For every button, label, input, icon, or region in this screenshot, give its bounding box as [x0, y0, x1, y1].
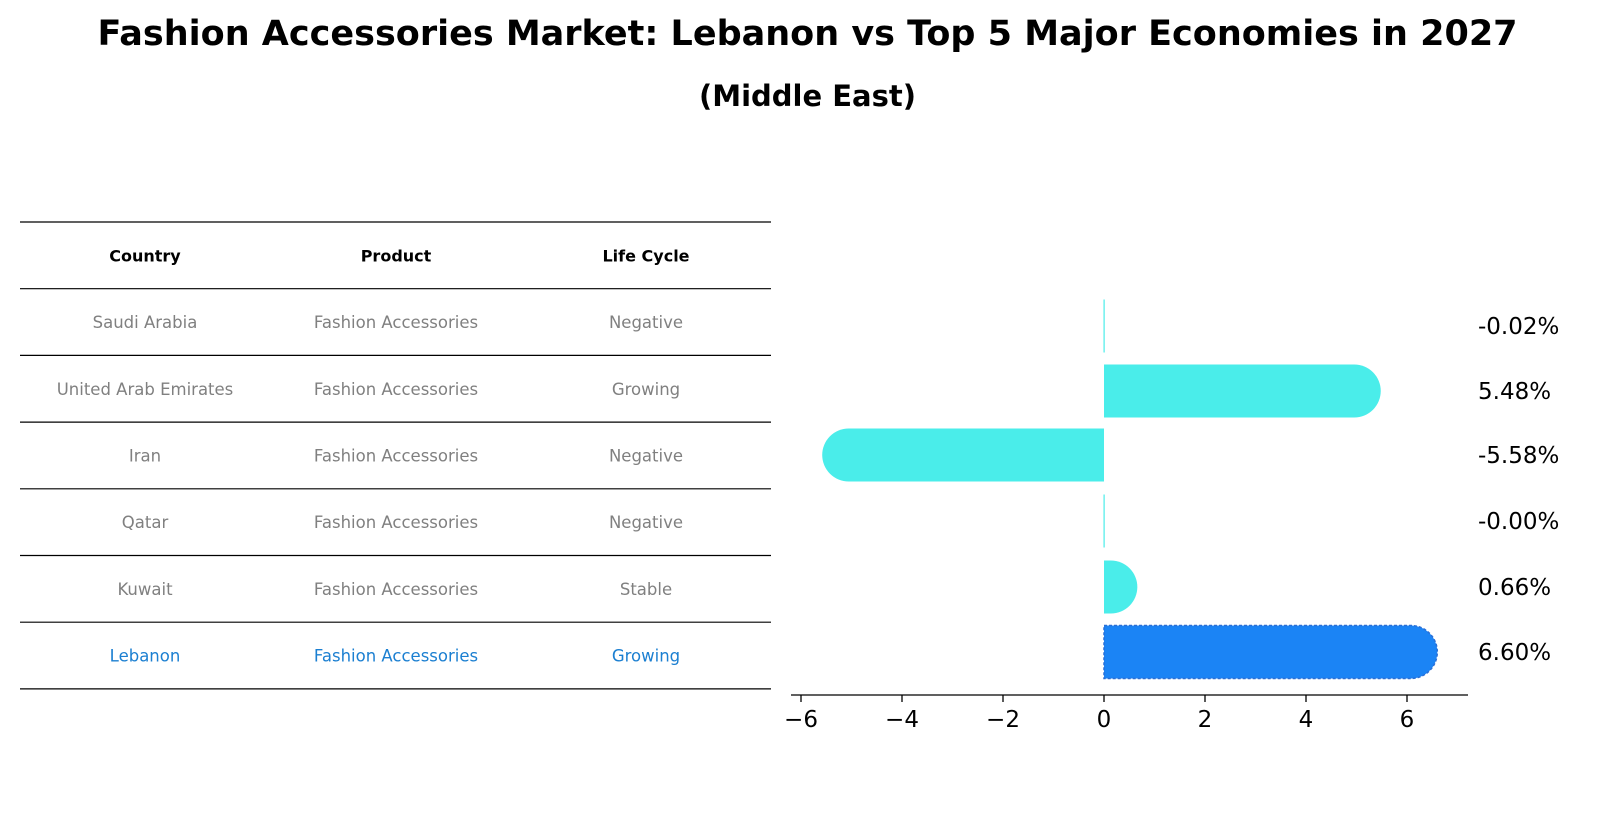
bar: [1104, 560, 1138, 614]
data-label: -5.58%: [1478, 443, 1559, 469]
table-cell-life-cycle: Negative: [609, 513, 683, 532]
x-tick-label: −2: [986, 707, 1020, 733]
data-label: -0.02%: [1478, 314, 1559, 340]
x-tick-label: −6: [784, 707, 818, 733]
table-cell-country: Qatar: [122, 513, 169, 532]
table-cell-life-cycle: Growing: [612, 380, 680, 399]
table-cell-country: Saudi Arabia: [93, 313, 198, 332]
table-cell-country: Kuwait: [117, 580, 173, 599]
chart-title: Fashion Accessories Market: Lebanon vs T…: [97, 14, 1518, 54]
table-cell-life-cycle: Negative: [609, 313, 683, 332]
table-header-life-cycle: Life Cycle: [602, 246, 689, 265]
table-header-country: Country: [109, 246, 181, 265]
bar: [822, 428, 1104, 482]
data-label: -0.00%: [1478, 509, 1559, 535]
data-label: 0.66%: [1478, 575, 1551, 601]
bar-highlight: [1103, 624, 1439, 680]
table-cell-country: Iran: [129, 446, 161, 465]
x-tick-label: −4: [885, 707, 919, 733]
table-cell-country: Lebanon: [110, 647, 181, 666]
x-tick-label: 2: [1198, 707, 1213, 733]
x-tick-label: 6: [1400, 707, 1415, 733]
x-tick-label: 0: [1097, 707, 1112, 733]
bar: [1103, 299, 1105, 353]
x-tick-label: 4: [1299, 707, 1314, 733]
chart-subtitle: (Middle East): [698, 79, 917, 113]
table-cell-product: Fashion Accessories: [314, 380, 478, 399]
bar: [1104, 364, 1381, 418]
table-cell-product: Fashion Accessories: [314, 647, 478, 666]
table-cell-product: Fashion Accessories: [314, 446, 478, 465]
bar: [1103, 494, 1105, 548]
table-cell-product: Fashion Accessories: [314, 580, 478, 599]
data-label: 6.60%: [1478, 640, 1551, 666]
table-cell-country: United Arab Emirates: [57, 380, 234, 399]
table-cell-product: Fashion Accessories: [314, 513, 478, 532]
table-cell-life-cycle: Growing: [612, 647, 680, 666]
data-label: 5.48%: [1478, 379, 1551, 405]
table-cell-life-cycle: Negative: [609, 446, 683, 465]
table-header-product: Product: [361, 246, 432, 265]
table-cell-product: Fashion Accessories: [314, 313, 478, 332]
table-cell-life-cycle: Stable: [620, 580, 672, 599]
